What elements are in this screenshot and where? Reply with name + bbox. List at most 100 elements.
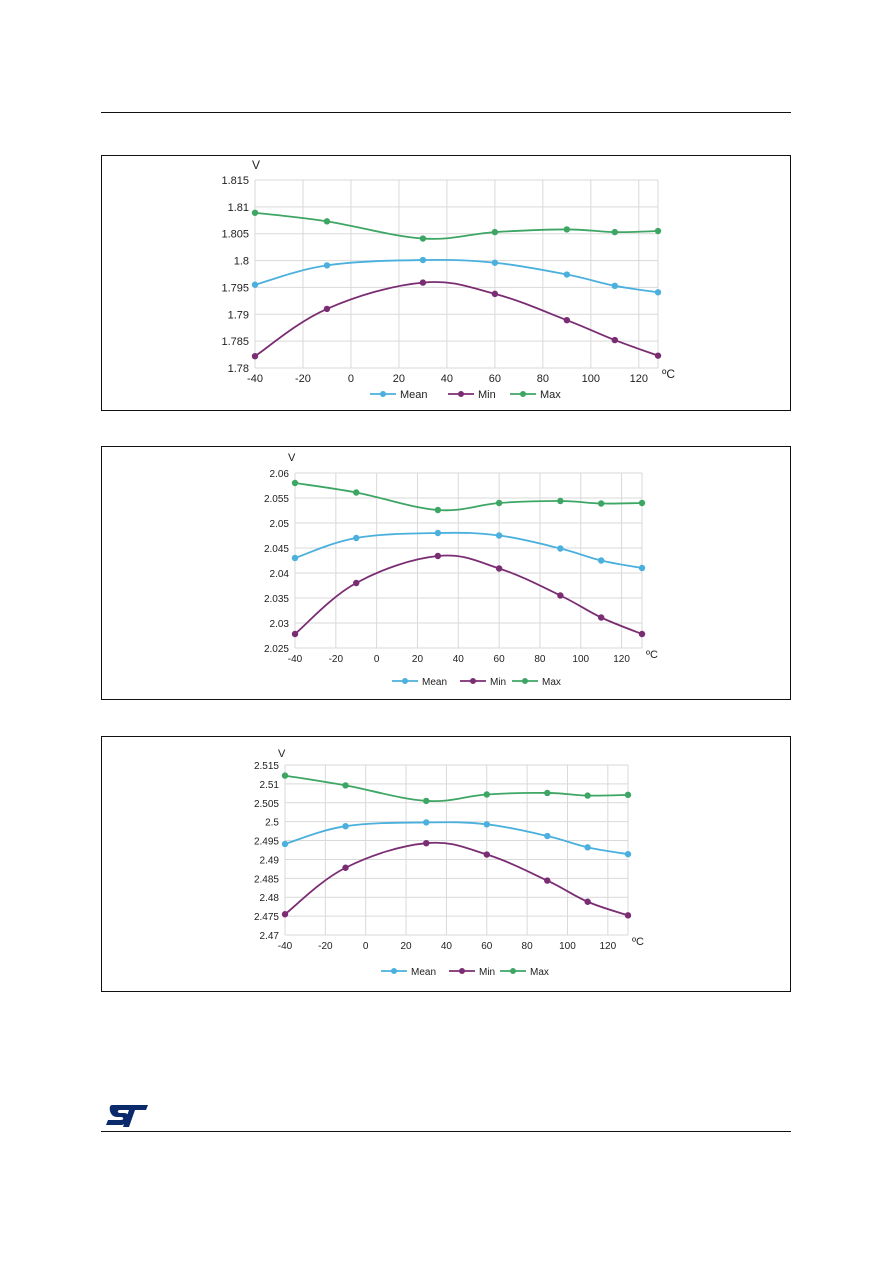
y-tick-label: 1.805 [221,229,249,241]
data-point-mean [611,282,619,290]
legend-marker-mean [380,391,386,397]
series-line-max [294,482,643,512]
data-point-max [423,797,430,805]
data-point-min [597,614,605,621]
x-tick-label: 40 [441,373,453,385]
x-tick-label: 80 [537,373,549,385]
chart-1-plot: 1.78 1.785 1.79 1.795 1.8 1.805 1.81 1.815 -40 -2… [221,158,675,401]
y-tick-label: 2.495 [254,837,279,848]
data-point-mean [557,545,564,552]
data-point-max [342,782,349,789]
x-tick-label: -40 [247,373,263,385]
x-tick-label: -20 [329,654,344,665]
data-point-mean [544,832,551,840]
y-tick-label: 2.055 [264,494,289,505]
data-point-min [638,630,646,638]
data-point-max [291,479,299,487]
y-tick-label: 2.51 [260,780,280,791]
x-tick-label: 100 [582,373,600,385]
data-point-min [434,552,442,560]
x-tick-label: 120 [599,941,616,952]
data-point-max [544,789,551,797]
x-tick-label: 100 [559,941,576,952]
data-point-mean [281,840,289,848]
data-point-mean [654,289,662,296]
data-point-max [597,500,605,507]
y-tick-label: 2.49 [260,855,280,866]
legend-label-mean: Mean [400,389,428,401]
x-tick-label: -20 [318,941,333,952]
legend-label-min: Min [478,389,496,401]
legend-marker-min [459,968,465,974]
grid [294,472,643,649]
data-point-max [563,226,571,233]
legend-label-mean: Mean [422,677,447,688]
y-tick-label: 2.5 [265,818,279,829]
series-line-min [294,554,643,635]
y-tick-label: 1.81 [228,202,249,214]
x-tick-label: -40 [278,941,293,952]
legend-marker-min [470,678,476,684]
y-tick-label: 1.785 [221,336,249,348]
data-point-max [491,228,499,236]
y-tick-label: 2.515 [254,761,279,772]
data-point-max [251,209,259,216]
legend-marker-mean [402,678,408,684]
data-point-max [419,235,427,242]
y-tick-label: 1.79 [228,309,249,321]
data-point-min [611,336,619,344]
series-line-min [254,281,659,357]
data-point-min [423,840,430,847]
data-point-min [563,316,571,324]
data-point-mean [434,529,442,537]
x-tick-label: 20 [393,373,405,385]
chart-3-frame: 2.47 2.475 2.48 2.485 2.49 2.495 2.5 2.505 2.51 2… [101,736,791,992]
st-logo-icon [104,1103,154,1129]
data-point-min [557,592,564,599]
data-point-min [495,565,503,572]
legend: Mean Min Max [370,389,561,401]
legend-marker-min [458,391,464,397]
data-point-max [624,791,632,799]
y-tick-label: 1.78 [228,363,249,375]
y-unit-label: V [288,452,296,464]
data-point-mean [323,262,331,269]
y-tick-label: 2.05 [270,519,290,530]
grid [284,764,629,936]
x-tick-label: 80 [522,941,534,952]
legend-label-max: Max [540,389,561,401]
data-point-max [611,228,619,236]
data-point-min [251,352,259,360]
data-point-max [353,489,360,496]
legend-label-mean: Mean [411,967,436,978]
chart-2-frame: 2.025 2.03 2.035 2.04 2.045 2.05 2.055 2.06 -40 -… [101,446,791,700]
y-unit-label: V [278,748,286,760]
data-point-max [323,218,331,225]
legend: Mean Min Max [392,677,561,688]
x-tick-label: 100 [572,654,589,665]
data-point-mean [423,819,430,826]
data-point-max [584,792,591,799]
data-point-mean [291,554,299,562]
y-unit-label: V [252,158,260,172]
chart-3-plot: 2.47 2.475 2.48 2.485 2.49 2.495 2.5 2.505 2.51 2… [254,748,644,978]
data-point-mean [483,821,490,828]
x-unit-label: ºC [662,367,675,381]
x-tick-label: 40 [441,941,453,952]
footer-rule [101,1131,791,1132]
data-point-mean [563,271,571,278]
data-point-min [291,630,299,638]
x-tick-label: 120 [613,654,630,665]
y-tick-label: 2.06 [270,469,290,480]
data-point-mean [624,850,632,858]
data-point-mean [495,532,503,539]
y-tick-label: 2.505 [254,799,279,810]
x-tick-label: 120 [630,373,648,385]
y-tick-label: 2.035 [264,594,289,605]
data-point-min [584,898,591,905]
y-tick-label: 2.03 [270,619,290,630]
data-point-mean [491,259,499,266]
data-point-max [654,227,662,235]
data-point-min [342,864,349,871]
legend-label-max: Max [542,677,561,688]
